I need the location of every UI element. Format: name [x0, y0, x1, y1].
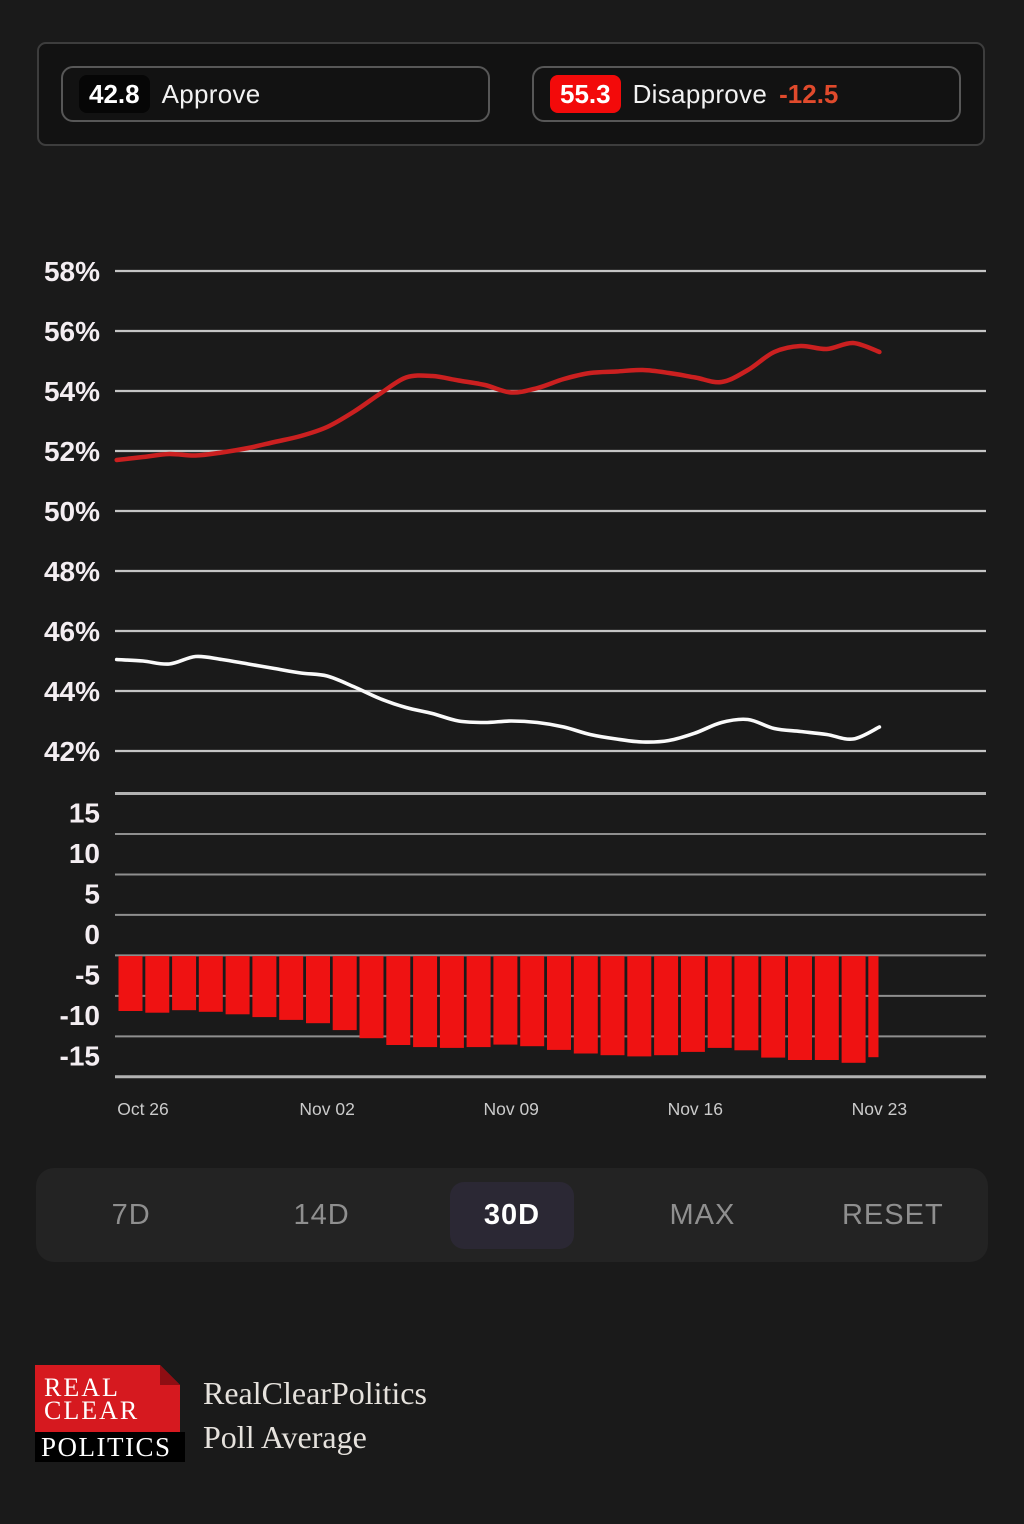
logo-clear-text: CLEAR [44, 1396, 140, 1425]
lower-y-axis-labels: 15 10 5 0 -5 -10 -15 [60, 798, 100, 1072]
y-axis-label: 46% [44, 616, 100, 647]
footer-brand: REAL CLEAR POLITICS RealClearPolitics Po… [35, 1365, 427, 1462]
y-axis-label: -5 [75, 960, 100, 991]
brand-text: RealClearPolitics Poll Average [203, 1365, 427, 1459]
y-axis-label: 42% [44, 736, 100, 767]
x-axis-labels: Oct 26 Nov 02 Nov 09 Nov 16 Nov 23 [117, 1099, 907, 1119]
spread-bar [225, 956, 250, 1015]
y-axis-label: -10 [60, 1000, 100, 1031]
y-axis-label: 52% [44, 436, 100, 467]
upper-gridlines [115, 269, 986, 753]
disapprove-line [114, 340, 882, 463]
spread-bar [788, 956, 812, 1060]
spread-bar [439, 956, 464, 1048]
spread-bar [868, 956, 879, 1058]
logo-black-band: POLITICS [35, 1432, 185, 1462]
spread-bar [707, 956, 732, 1048]
x-axis-label: Oct 26 [117, 1099, 169, 1119]
logo-real-text: REAL [44, 1373, 120, 1402]
spread-bars [118, 956, 879, 1063]
spread-bar [413, 956, 438, 1048]
spread-bar [600, 956, 625, 1056]
legend-card: 42.8 Approve 55.3 Disapprove -12.5 [37, 42, 985, 146]
y-axis-label: 5 [84, 879, 100, 910]
x-axis-label: Nov 23 [852, 1099, 907, 1119]
spread-bar [118, 956, 143, 1011]
y-axis-label: -15 [60, 1041, 100, 1072]
range-button-label: 30D [449, 1181, 575, 1249]
y-axis-label: 10 [69, 838, 100, 869]
approve-label: Approve [161, 78, 261, 109]
spread-bar [654, 956, 679, 1056]
y-axis-label: 0 [84, 919, 100, 950]
disapprove-chip[interactable]: 55.3 Disapprove -12.5 [532, 66, 961, 122]
y-axis-label: 15 [69, 798, 100, 829]
y-axis-label: 48% [44, 556, 100, 587]
spread-bar [386, 956, 411, 1045]
y-axis-label: 58% [44, 256, 100, 287]
spread-bar [359, 956, 384, 1039]
logo-politics-text: POLITICS [41, 1431, 172, 1462]
x-axis-label: Nov 02 [299, 1099, 354, 1119]
y-axis-label: 56% [44, 316, 100, 347]
logo-fold-corner-icon [160, 1365, 180, 1385]
spread-bar [493, 956, 518, 1045]
range-button-7d[interactable]: 7D [36, 1168, 226, 1262]
spread-bar [734, 956, 759, 1051]
approve-line [114, 654, 882, 744]
spread-bar [198, 956, 223, 1012]
spread-bar [252, 956, 277, 1018]
brand-title: RealClearPolitics [203, 1375, 427, 1411]
rcp-logo[interactable]: REAL CLEAR POLITICS [35, 1365, 185, 1462]
spread-bar [573, 956, 598, 1054]
spread-bar [680, 956, 705, 1052]
range-button-reset[interactable]: RESET [798, 1168, 988, 1262]
range-button-label: MAX [669, 1198, 736, 1231]
spread-bar [520, 956, 545, 1047]
y-axis-label: 44% [44, 676, 100, 707]
range-button-max[interactable]: MAX [607, 1168, 797, 1262]
spread-bar [841, 956, 866, 1063]
range-button-14d[interactable]: 14D [226, 1168, 416, 1262]
approve-chip[interactable]: 42.8 Approve [61, 66, 490, 122]
range-button-label: 14D [293, 1198, 350, 1231]
brand-subtitle: Poll Average [203, 1419, 367, 1455]
spread-value: -12.5 [779, 78, 839, 109]
y-axis-label: 54% [44, 376, 100, 407]
spread-bar [279, 956, 304, 1020]
range-button-label: RESET [841, 1198, 944, 1231]
upper-y-axis-labels: 58% 56% 54% 52% 50% 48% 46% 44% 42% [44, 256, 100, 767]
range-button-label: 7D [111, 1198, 151, 1231]
spread-bar [466, 956, 491, 1048]
time-range-bar: 7D 14D 30D MAX RESET [36, 1168, 988, 1262]
spread-bar [172, 956, 197, 1011]
spread-bar [145, 956, 170, 1013]
spread-bar [306, 956, 330, 1024]
x-axis-label: Nov 09 [483, 1099, 538, 1119]
y-axis-label: 50% [44, 496, 100, 527]
spread-bar [547, 956, 571, 1050]
disapprove-label: Disapprove [632, 78, 768, 109]
spread-bar [627, 956, 652, 1057]
lower-gridlines [115, 792, 986, 1079]
range-button-30d[interactable]: 30D [417, 1168, 607, 1262]
approve-value-badge: 42.8 [79, 74, 150, 114]
spread-bar [814, 956, 839, 1060]
x-axis-label: Nov 16 [668, 1099, 723, 1119]
spread-bar [761, 956, 786, 1058]
logo-red-box [35, 1365, 180, 1432]
spread-bar [332, 956, 357, 1031]
disapprove-value-badge: 55.3 [550, 74, 621, 114]
